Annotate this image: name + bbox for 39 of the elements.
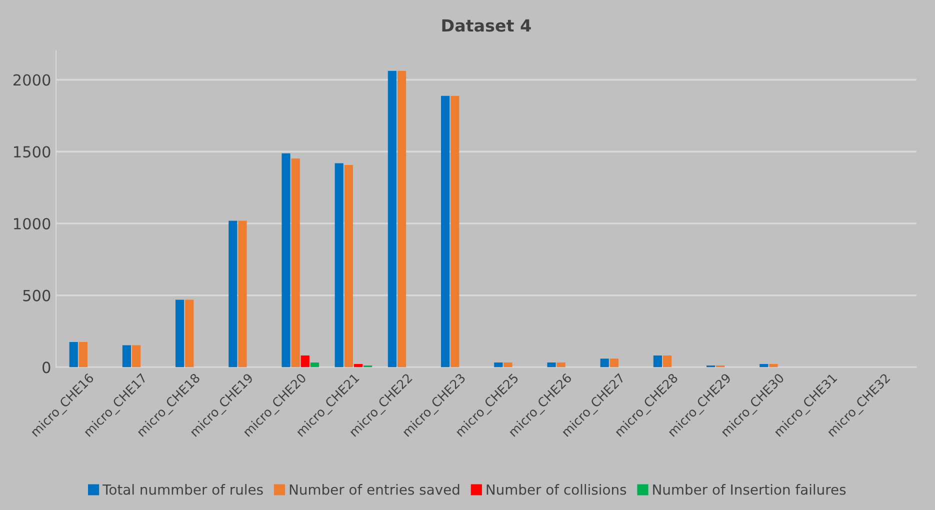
bar — [310, 362, 319, 368]
bar — [769, 364, 778, 368]
bar — [354, 364, 363, 368]
legend-label: Number of collisions — [486, 484, 626, 495]
legend-label: Number of entries saved — [290, 484, 460, 495]
bar — [450, 96, 460, 368]
legend-label: Total nummber of rules — [102, 484, 263, 495]
bar — [78, 342, 88, 368]
y-tick-label: 1000 — [14, 218, 50, 230]
bar — [69, 342, 78, 368]
y-tick-label: 1500 — [14, 146, 50, 158]
bar — [397, 70, 406, 368]
bar — [122, 345, 132, 368]
bar — [176, 300, 184, 368]
bar — [228, 220, 238, 368]
y-tick-label: 500 — [23, 290, 50, 302]
bar — [494, 362, 503, 368]
bar — [300, 356, 310, 368]
bar — [600, 358, 609, 368]
y-tick-label: 0 — [42, 362, 50, 374]
bar — [441, 96, 450, 368]
bar — [662, 356, 672, 368]
bar — [547, 362, 556, 368]
y-tick-label: 2000 — [13, 74, 50, 86]
chart-title: Dataset 4 — [442, 19, 531, 32]
bar — [504, 362, 512, 368]
bar — [291, 158, 300, 368]
bar — [282, 153, 290, 368]
bar — [238, 220, 247, 368]
bar — [185, 300, 194, 368]
bar — [760, 364, 768, 368]
bar — [556, 362, 566, 368]
legend-label: Number of Insertion failures — [653, 484, 846, 495]
bar — [344, 164, 353, 368]
bar — [610, 358, 618, 368]
bar — [132, 345, 141, 368]
bar — [653, 356, 662, 368]
bar — [388, 70, 397, 368]
bar — [334, 163, 344, 368]
